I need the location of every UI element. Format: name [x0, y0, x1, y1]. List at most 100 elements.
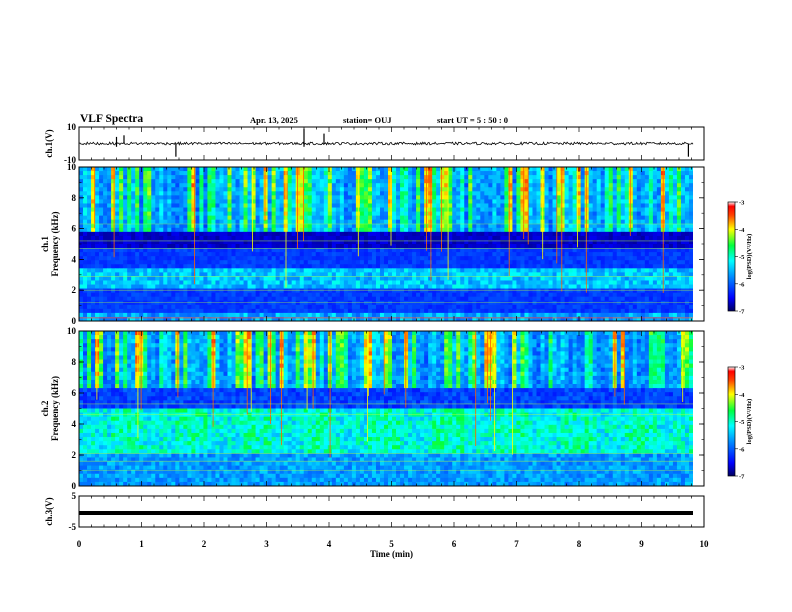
spectrogram-cell: [648, 203, 654, 208]
spectrogram-cell: [444, 264, 449, 269]
spectrogram-cell: [456, 288, 461, 294]
spectrogram-cell: [600, 288, 606, 294]
spectrogram-cell: [251, 284, 256, 289]
spectrogram-cell: [576, 223, 582, 229]
spectrogram-cell: [95, 248, 100, 253]
spectrogram-cell: [279, 268, 285, 273]
spectrogram-cell: [371, 167, 377, 172]
spectrogram-cell: [460, 252, 465, 257]
spectrogram-cell: [279, 248, 285, 253]
spectrogram-cell: [215, 276, 220, 281]
spectrogram-cell: [588, 203, 594, 208]
spectrogram-cell: [187, 235, 192, 241]
spectrogram-cell: [195, 167, 200, 172]
spectrogram-cell: [319, 252, 325, 257]
spectrogram-cell: [139, 260, 144, 265]
spectrogram-cell: [111, 211, 116, 217]
spectrogram-cell: [460, 248, 465, 253]
spectrogram-cell: [600, 280, 606, 285]
spectrogram-cell: [408, 211, 413, 217]
spectrogram-cell: [195, 231, 200, 237]
spectrogram-cell: [544, 256, 549, 261]
spectrogram-cell: [624, 227, 630, 233]
spectrogram-cell: [608, 227, 614, 233]
spectrogram-cell: [516, 227, 521, 233]
spectrogram-cell: [488, 264, 493, 269]
spectrogram-cell: [560, 215, 565, 221]
spectrogram-cell: [371, 203, 377, 208]
spectrogram-cell: [396, 191, 401, 196]
spectrogram-cell: [159, 167, 164, 172]
spectrogram-cell: [247, 260, 252, 265]
spectrogram-cell: [476, 276, 481, 281]
spectrogram-cell: [323, 227, 329, 233]
spectrogram-cell: [235, 187, 240, 192]
spectrogram-cell: [588, 252, 594, 257]
spectrogram-cell: [319, 207, 325, 212]
spectrogram-cell: [432, 288, 437, 294]
spectrogram-cell: [680, 223, 686, 229]
spectrogram-cell: [408, 244, 413, 249]
spectrogram-cell: [83, 268, 88, 273]
spectrogram-cell: [143, 256, 148, 261]
spectrogram-cell: [343, 223, 349, 229]
spectrogram-cell: [319, 239, 325, 245]
spectrogram-cell: [151, 272, 156, 277]
spectrogram-cell: [632, 292, 638, 298]
spectrogram-cell: [135, 252, 140, 257]
spectrogram-cell: [688, 235, 694, 241]
spectrogram-cell: [664, 179, 670, 184]
spectrogram-cell: [223, 252, 228, 257]
spectrogram-cell: [528, 292, 533, 298]
spectrogram-cell: [492, 219, 497, 225]
spectrogram-cell: [572, 256, 578, 261]
spectrogram-cell: [624, 235, 630, 241]
spectrogram-cell: [219, 296, 224, 302]
spectrogram-cell: [484, 199, 489, 204]
spectrogram-cell: [656, 227, 662, 233]
spectrogram-cell: [87, 203, 92, 208]
spectrogram-cell: [528, 207, 533, 212]
spectrogram-cell: [179, 179, 184, 184]
spectrogram-cell: [420, 171, 425, 176]
spectrogram-cell: [215, 235, 220, 241]
spectrogram-cell: [307, 288, 313, 294]
spectrogram-cell: [239, 227, 244, 233]
spectrogram-cell: [480, 195, 485, 200]
spectrogram-cell: [628, 175, 634, 180]
spectrogram-cell: [103, 235, 108, 241]
spectrogram-cell: [532, 199, 537, 204]
spectrogram-cell: [307, 195, 313, 200]
spectrogram-cell: [147, 235, 152, 241]
spectrogram-cell: [191, 235, 196, 241]
spectrogram-cell: [492, 252, 497, 257]
spectrogram-cell: [143, 288, 148, 294]
spectrogram-cell: [131, 167, 136, 172]
spectrogram-cell: [644, 264, 650, 269]
spectrogram-cell: [279, 292, 285, 298]
spectrogram-cell: [412, 199, 417, 204]
spectrogram-cell: [556, 223, 561, 229]
spectrogram-cell: [572, 199, 578, 204]
spectrogram-cell: [672, 211, 678, 217]
spectrogram-cell: [436, 199, 441, 204]
spectrogram-cell: [163, 211, 168, 217]
spectrogram-cell: [187, 227, 192, 233]
spectrogram-cell: [536, 215, 541, 221]
spectrogram-cell: [227, 207, 232, 212]
spectrogram-cell: [604, 268, 610, 273]
spectrogram-cell: [492, 288, 497, 294]
spectrogram-cell: [227, 260, 232, 265]
spectrogram-cell: [359, 223, 365, 229]
spectrogram-cell: [580, 239, 586, 245]
spectrogram-cell: [464, 264, 469, 269]
spectrogram-cell: [215, 211, 220, 217]
spectrogram-cell: [388, 248, 393, 253]
spectrogram-cell: [420, 260, 425, 265]
spectrogram-cell: [291, 239, 297, 245]
spectrogram-cell: [444, 244, 449, 249]
spectrogram-cell: [279, 215, 285, 221]
spectrogram-cell: [367, 207, 373, 212]
spectrogram-cell: [367, 167, 373, 172]
spectrogram-cell: [375, 288, 381, 294]
